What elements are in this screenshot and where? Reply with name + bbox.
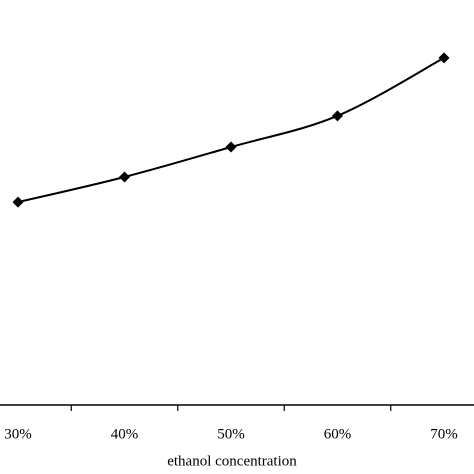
data-marker xyxy=(12,196,24,208)
data-marker xyxy=(438,52,450,64)
x-tick-label: 60% xyxy=(324,426,352,442)
data-marker xyxy=(225,141,237,153)
data-marker xyxy=(332,110,343,122)
data-marker xyxy=(119,171,130,183)
x-tick-label: 70% xyxy=(430,426,458,442)
x-tick-label: 50% xyxy=(217,426,245,442)
data-line xyxy=(17,57,445,204)
x-tick-label: 30% xyxy=(4,426,32,442)
x-axis-label: ethanol concentration xyxy=(167,453,297,469)
x-tick-label: 40% xyxy=(111,426,139,442)
